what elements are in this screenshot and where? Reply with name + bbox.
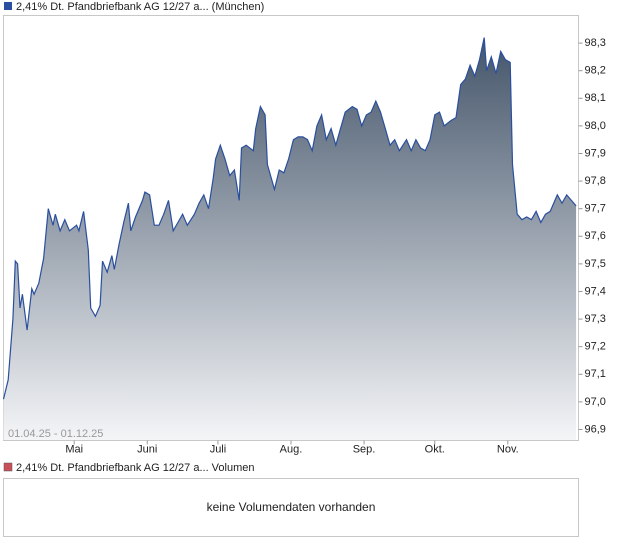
legend-swatch <box>3 462 13 472</box>
y-tick-label: 97,8 <box>585 175 606 187</box>
y-tick-label: 96,9 <box>585 423 606 435</box>
y-tick-label: 97,1 <box>585 368 606 380</box>
legend-label: 2,41% Dt. Pfandbriefbank AG 12/27 a... (… <box>16 1 264 13</box>
volume-note: keine Volumendaten vorhanden <box>207 500 376 514</box>
x-tick-label: Aug. <box>280 443 303 455</box>
y-tick-label: 98,2 <box>585 65 606 77</box>
date-range: 01.04.25 - 01.12.25 <box>8 428 103 440</box>
y-tick-label: 97,5 <box>585 258 606 270</box>
y-tick-label: 97,2 <box>585 341 606 353</box>
y-tick-label: 97,4 <box>585 285 606 297</box>
y-tick-label: 97,6 <box>585 230 606 242</box>
x-tick-label: Juni <box>137 443 157 455</box>
legend-swatch <box>4 2 12 10</box>
x-tick-label: Mai <box>65 443 83 455</box>
x-tick-label: Nov. <box>497 443 519 455</box>
x-tick-label: Sep. <box>353 443 376 455</box>
y-tick-label: 97,7 <box>585 203 606 215</box>
y-tick-label: 98,3 <box>585 37 606 49</box>
y-tick-label: 97,0 <box>585 396 606 408</box>
y-tick-label: 98,0 <box>585 120 606 132</box>
price-line <box>2 37 577 400</box>
y-tick-label: 97,9 <box>585 147 606 159</box>
y-tick-label: 98,1 <box>585 92 606 104</box>
x-tick-label: Juli <box>210 443 227 455</box>
volume-frame <box>3 478 579 537</box>
area-fill <box>3 37 577 440</box>
legend-label: 2,41% Dt. Pfandbriefbank AG 12/27 a... V… <box>16 462 255 474</box>
x-tick-label: Okt. <box>425 443 445 455</box>
y-tick-label: 97,3 <box>585 313 606 325</box>
